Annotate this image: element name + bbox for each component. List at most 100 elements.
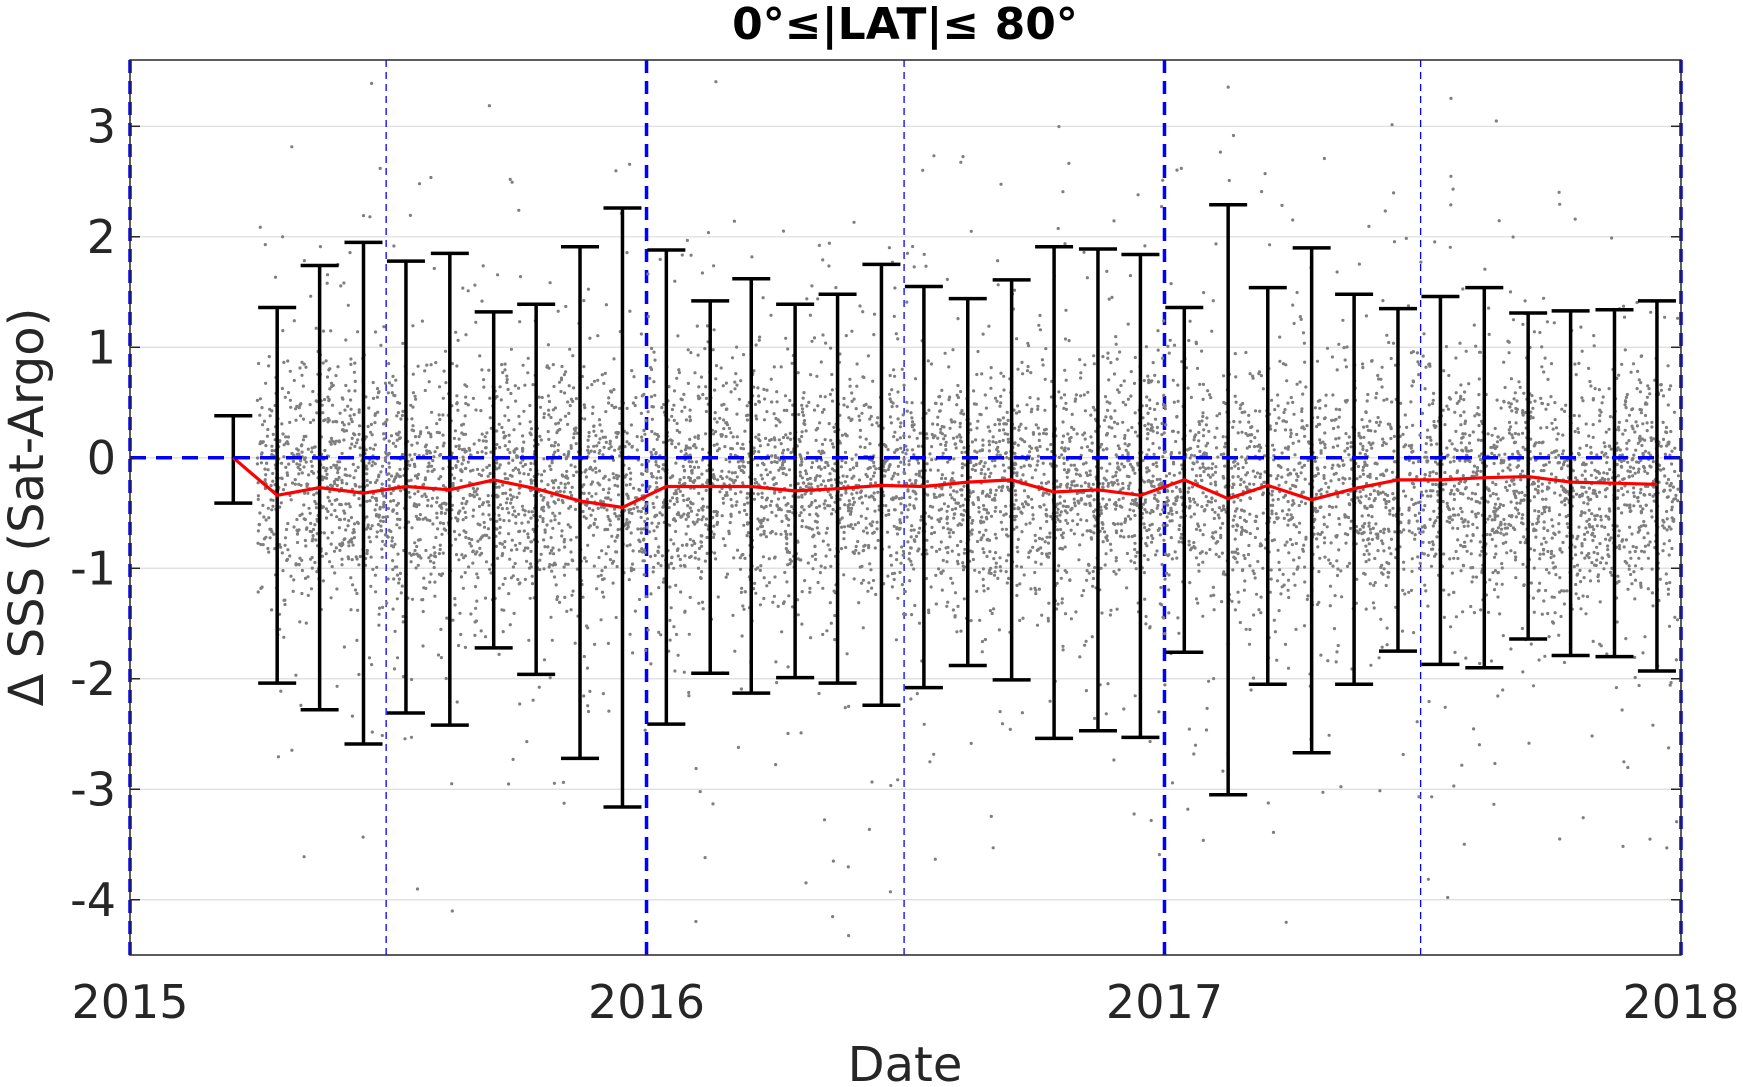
scatter-point [419,430,423,434]
scatter-point [822,407,826,412]
scatter-point [1039,546,1043,550]
scatter-point [1617,420,1621,424]
scatter-point [1061,648,1065,652]
scatter-point [1319,505,1323,509]
scatter-point [692,465,697,469]
scatter-point [829,621,833,625]
scatter-point [1100,466,1104,470]
scatter-point [903,471,907,475]
scatter-point [1441,488,1445,492]
scatter-point [1048,699,1052,703]
scatter-point [1600,401,1604,405]
scatter-point [1167,588,1171,592]
scatter-point [1209,482,1213,486]
scatter-point [857,551,861,555]
scatter-point [1116,522,1120,526]
scatter-point [1114,559,1118,563]
scatter-point [1210,496,1214,501]
scatter-point [427,556,431,560]
scatter-point [329,465,333,470]
scatter-point [1117,390,1121,394]
scatter-point [1380,645,1384,649]
scatter-point [762,532,766,536]
scatter-point [851,526,855,531]
scatter-point [1151,361,1155,365]
scatter-point [453,429,457,433]
scatter-point [1221,572,1225,576]
scatter-point [375,565,379,570]
scatter-point [1174,485,1179,489]
scatter-point [1410,557,1414,561]
scatter-point [668,499,672,503]
scatter-point [528,468,533,472]
scatter-point [958,425,962,429]
scatter-point [485,431,489,435]
scatter-point [595,444,599,448]
scatter-point [1034,539,1038,543]
scatter-point [426,498,430,502]
scatter-point [969,741,973,746]
scatter-point [724,434,728,439]
scatter-point [993,509,997,513]
scatter-point [1500,562,1504,566]
scatter-point [1167,351,1171,355]
scatter-point [1114,474,1118,478]
scatter-point [939,540,943,544]
scatter-point [840,433,845,437]
scatter-point [1582,501,1586,505]
scatter-point [1369,429,1373,433]
scatter-point [480,368,484,372]
scatter-point [471,561,475,565]
scatter-point [1154,461,1158,465]
scatter-point [510,538,514,542]
scatter-point [1198,422,1202,426]
scatter-point [1573,429,1577,434]
scatter-point [1492,510,1496,514]
scatter-point [800,590,804,594]
scatter-point [285,471,289,475]
scatter-point [556,421,561,425]
scatter-point [352,536,356,540]
scatter-point [1426,494,1430,498]
scatter-point [441,521,446,526]
scatter-point [1143,597,1147,601]
scatter-point [953,442,958,446]
scatter-point [1005,581,1009,585]
scatter-point [1047,492,1051,496]
scatter-point [899,561,903,565]
scatter-point [1059,396,1063,400]
scatter-point [1062,456,1066,460]
scatter-point [637,487,641,492]
scatter-point [438,417,442,422]
scatter-point [387,472,391,476]
scatter-point [1495,507,1499,511]
scatter-point [1551,427,1555,431]
scatter-point [306,593,310,598]
scatter-point [1170,781,1175,785]
scatter-point [429,553,433,557]
scatter-point [380,733,384,738]
scatter-point [391,559,395,563]
scatter-point [321,361,325,365]
scatter-point [588,467,592,471]
scatter-point [1479,608,1483,612]
scatter-point [1063,368,1067,372]
scatter-point [1597,490,1602,494]
scatter-point [1367,224,1371,228]
scatter-point [568,404,572,408]
scatter-point [1665,430,1669,435]
scatter-point [1508,405,1512,409]
scatter-point [784,336,788,340]
scatter-point [1329,479,1333,483]
scatter-point [1073,501,1077,505]
scatter-point [1368,419,1372,423]
scatter-point [1643,544,1647,548]
scatter-point [693,541,697,546]
scatter-point [396,433,400,437]
scatter-point [1364,314,1368,318]
scatter-point [1621,844,1625,849]
scatter-point [1476,511,1480,515]
scatter-point [761,296,765,300]
scatter-point [1418,531,1422,535]
